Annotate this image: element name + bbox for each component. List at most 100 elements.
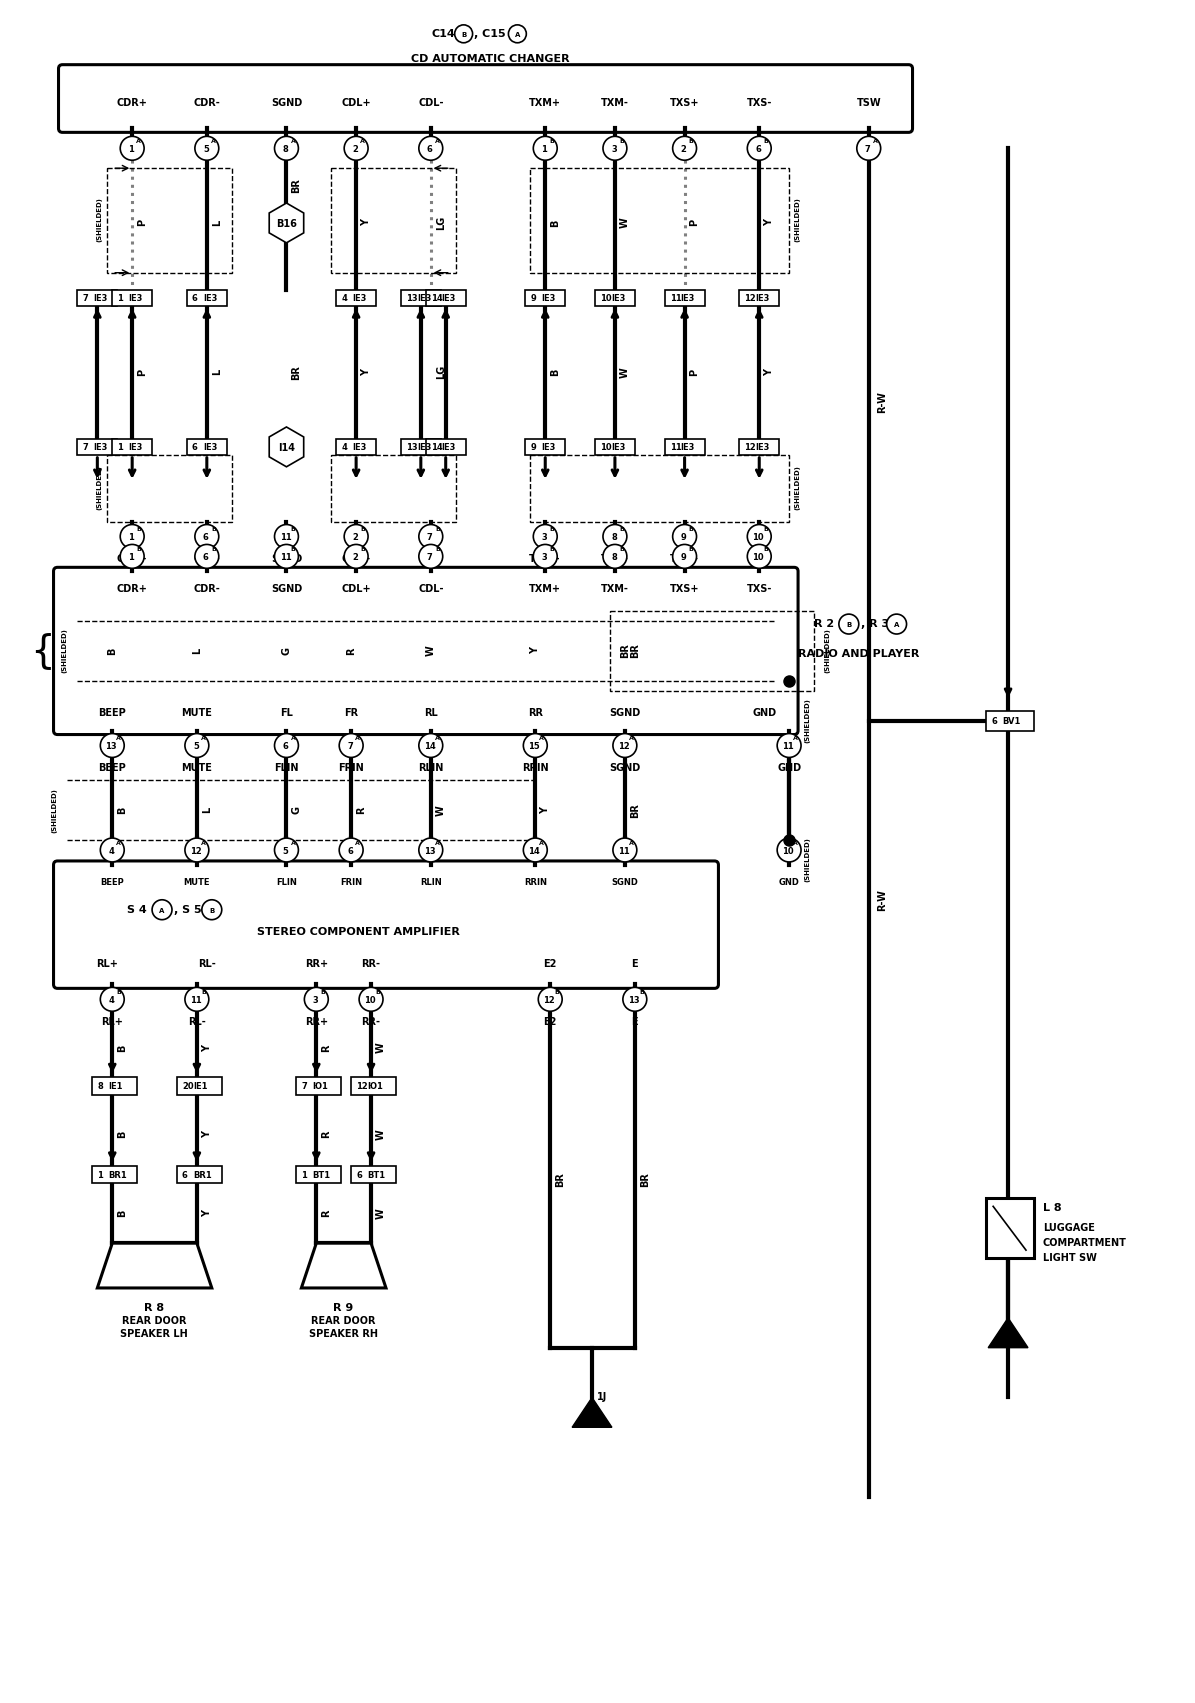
Text: BR: BR [292,177,301,192]
Text: (SHIELDED): (SHIELDED) [51,788,57,833]
Text: 1: 1 [97,1172,103,1180]
Text: 8: 8 [97,1083,103,1092]
Circle shape [275,136,299,160]
Text: E: E [631,959,638,969]
Text: (SHIELDED): (SHIELDED) [823,628,831,673]
Text: 3: 3 [611,145,617,153]
Bar [108,169,232,272]
Text: 1: 1 [117,443,123,453]
Text: W: W [376,1129,386,1139]
Text: IE3: IE3 [417,443,431,453]
Text: 14: 14 [430,443,442,453]
Text: IE3: IE3 [541,295,556,303]
Text: CDR-: CDR- [194,99,220,109]
Text: L: L [202,807,212,814]
Circle shape [613,734,637,758]
Bar [595,439,635,455]
Circle shape [523,734,547,758]
Text: P: P [690,368,699,376]
Text: BR1: BR1 [192,1172,212,1180]
Text: BEEP: BEEP [100,879,124,887]
Text: RL-: RL- [198,959,216,969]
Text: TXM-: TXM- [601,99,629,109]
Text: BV1: BV1 [1003,717,1021,725]
Text: A: A [116,736,121,741]
Text: B: B [619,528,624,533]
Text: IE3: IE3 [128,295,142,303]
Text: C14: C14 [431,29,455,39]
Text: FRIN: FRIN [341,879,362,887]
Text: 6: 6 [356,1172,362,1180]
Text: A: A [355,841,360,846]
Circle shape [344,545,368,569]
Text: 20: 20 [182,1083,194,1092]
Text: G: G [292,806,301,814]
Text: 6: 6 [203,533,209,542]
Text: 4: 4 [109,996,115,1005]
Text: W: W [620,218,630,228]
Text: B: B [108,647,117,654]
Text: B: B [764,547,768,552]
Text: B: B [688,547,693,552]
Bar [336,439,376,455]
Text: P: P [137,368,147,376]
Text: 1: 1 [117,295,123,303]
Text: TXS-: TXS- [747,584,772,594]
Text: FLIN: FLIN [274,763,299,773]
Text: CDR+: CDR+ [117,99,148,109]
Circle shape [603,525,627,548]
Text: CDL+: CDL+ [342,555,370,564]
Text: TXS+: TXS+ [670,584,699,594]
Text: R: R [321,1209,331,1218]
Text: A: A [629,736,633,741]
Bar [986,710,1034,731]
Text: 11: 11 [618,846,630,855]
Circle shape [185,838,209,862]
Text: 2: 2 [353,533,358,542]
Text: B: B [619,140,624,145]
Circle shape [533,136,557,160]
Text: L: L [212,370,222,375]
Text: B: B [688,528,693,533]
Bar [351,1076,396,1095]
Bar [986,1199,1034,1259]
Text: 10: 10 [783,846,793,855]
Text: A: A [355,736,360,741]
Circle shape [275,734,299,758]
Text: GND: GND [777,763,801,773]
Text: CDR-: CDR- [194,584,220,594]
Polygon shape [988,1318,1028,1347]
Text: R 8: R 8 [145,1303,164,1313]
Circle shape [623,988,646,1012]
Text: W: W [425,645,436,656]
Text: B: B [290,528,295,533]
Text: CDR+: CDR+ [117,584,148,594]
Text: IE3: IE3 [442,443,456,453]
Bar [177,1076,222,1095]
Text: (SHIELDED): (SHIELDED) [97,198,103,242]
Circle shape [121,545,145,569]
Text: 8: 8 [611,533,617,542]
Text: IE3: IE3 [353,443,367,453]
Text: IE3: IE3 [203,443,217,453]
Bar [112,439,152,455]
Text: RL+: RL+ [102,1017,123,1027]
Text: TXM-: TXM- [601,555,629,564]
Circle shape [275,525,299,548]
Text: IE3: IE3 [611,295,625,303]
Text: A: A [435,841,440,846]
Text: B: B [550,528,554,533]
Text: FLIN: FLIN [276,879,296,887]
Text: B: B [550,368,560,376]
Circle shape [857,136,881,160]
Text: 8: 8 [611,553,617,562]
Text: LUGGAGE: LUGGAGE [1043,1223,1095,1233]
Circle shape [777,838,801,862]
Text: 10: 10 [753,533,764,542]
Circle shape [360,988,384,1012]
Text: 5: 5 [192,743,198,751]
Text: CDL-: CDL- [418,555,443,564]
FancyBboxPatch shape [54,567,798,734]
Bar [331,169,455,272]
Text: B: B [461,32,466,37]
